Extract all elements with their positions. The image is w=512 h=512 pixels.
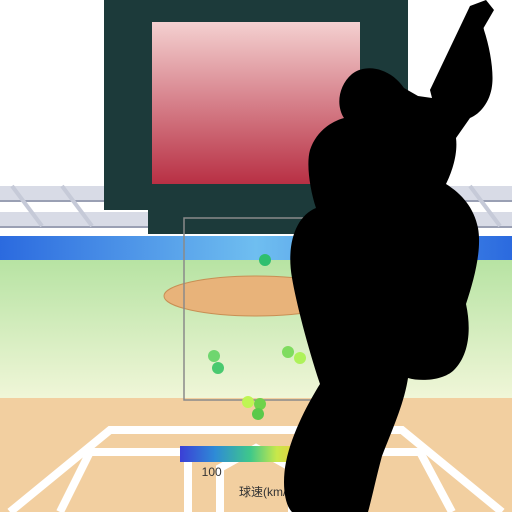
pitch-marker [294, 352, 306, 364]
pitch-marker [242, 396, 254, 408]
pitch-marker [208, 350, 220, 362]
pitch-marker [282, 346, 294, 358]
colorbar-tick: 100 [202, 465, 222, 479]
pitch-marker [252, 408, 264, 420]
pitch-marker [212, 362, 224, 374]
pitch-location-diagram: 100150球速(km/h) [0, 0, 512, 512]
pitch-marker [254, 398, 266, 410]
pitch-marker [259, 254, 271, 266]
